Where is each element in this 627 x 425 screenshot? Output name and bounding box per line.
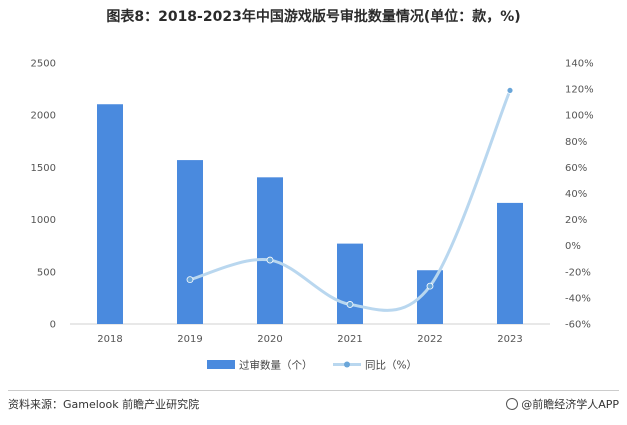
y-left-tick-label: 1000 — [31, 215, 56, 226]
yoy-point — [346, 301, 354, 308]
brand-logo-icon — [506, 398, 519, 410]
brand-label: @前瞻经济学人APP — [521, 398, 619, 411]
chart-area: 0 500 1000 1500 2000 2500 -60% -40% -20% 0% 20% 40%… — [31, 59, 594, 372]
bar — [177, 160, 203, 324]
x-tick-label: 2022 — [417, 334, 442, 345]
bar — [257, 177, 283, 324]
y-right-tick-label: 100% — [565, 111, 594, 122]
yoy-point — [186, 276, 194, 284]
legend-bar-label: 过审数量（个） — [239, 359, 313, 372]
x-tick-label: 2020 — [257, 334, 282, 345]
y-left-tick-label: 0 — [50, 320, 56, 331]
brand-credit: @前瞻经济学人APP — [506, 396, 619, 412]
y-right-tick-label: 60% — [565, 163, 587, 174]
y-right-tick-label: 140% — [565, 59, 594, 70]
chart-title: 图表8：2018-2023年中国游戏版号审批数量情况(单位：款，%) — [106, 9, 521, 25]
y-right-tick-label: 80% — [565, 137, 587, 148]
y-right-tick-label: 40% — [565, 189, 587, 200]
y-right-tick-label: -60% — [565, 320, 591, 331]
bar — [97, 104, 123, 324]
x-tick-label: 2021 — [337, 334, 362, 345]
yoy-point — [506, 87, 514, 94]
y-right-tick-label: 20% — [565, 215, 587, 226]
y-right-tick-label: -20% — [565, 267, 591, 278]
y-right-tick-label: 0% — [565, 241, 581, 252]
x-tick-label: 2019 — [177, 334, 202, 345]
legend-line-label: 同比（%） — [365, 359, 417, 372]
x-tick-label: 2018 — [97, 334, 122, 345]
bar — [497, 202, 523, 324]
y-left-tick-label: 2500 — [31, 59, 56, 70]
y-left-tick-label: 500 — [37, 267, 56, 278]
yoy-line — [188, 88, 512, 312]
yoy-point — [266, 256, 274, 264]
legend-bar-swatch — [207, 360, 235, 369]
x-tick-label: 2023 — [497, 334, 522, 345]
y-left-tick-label: 2000 — [31, 111, 56, 122]
yoy-point — [426, 282, 434, 290]
source-note: 资料来源：Gamelook 前瞻产业研究院 — [8, 398, 200, 411]
bar — [337, 243, 363, 324]
y-left-tick-label: 1500 — [31, 163, 56, 174]
y-right-tick-label: 120% — [565, 85, 594, 96]
y-right-tick-label: -40% — [565, 293, 591, 304]
legend-line-marker — [344, 361, 350, 368]
footer-divider — [8, 390, 619, 391]
